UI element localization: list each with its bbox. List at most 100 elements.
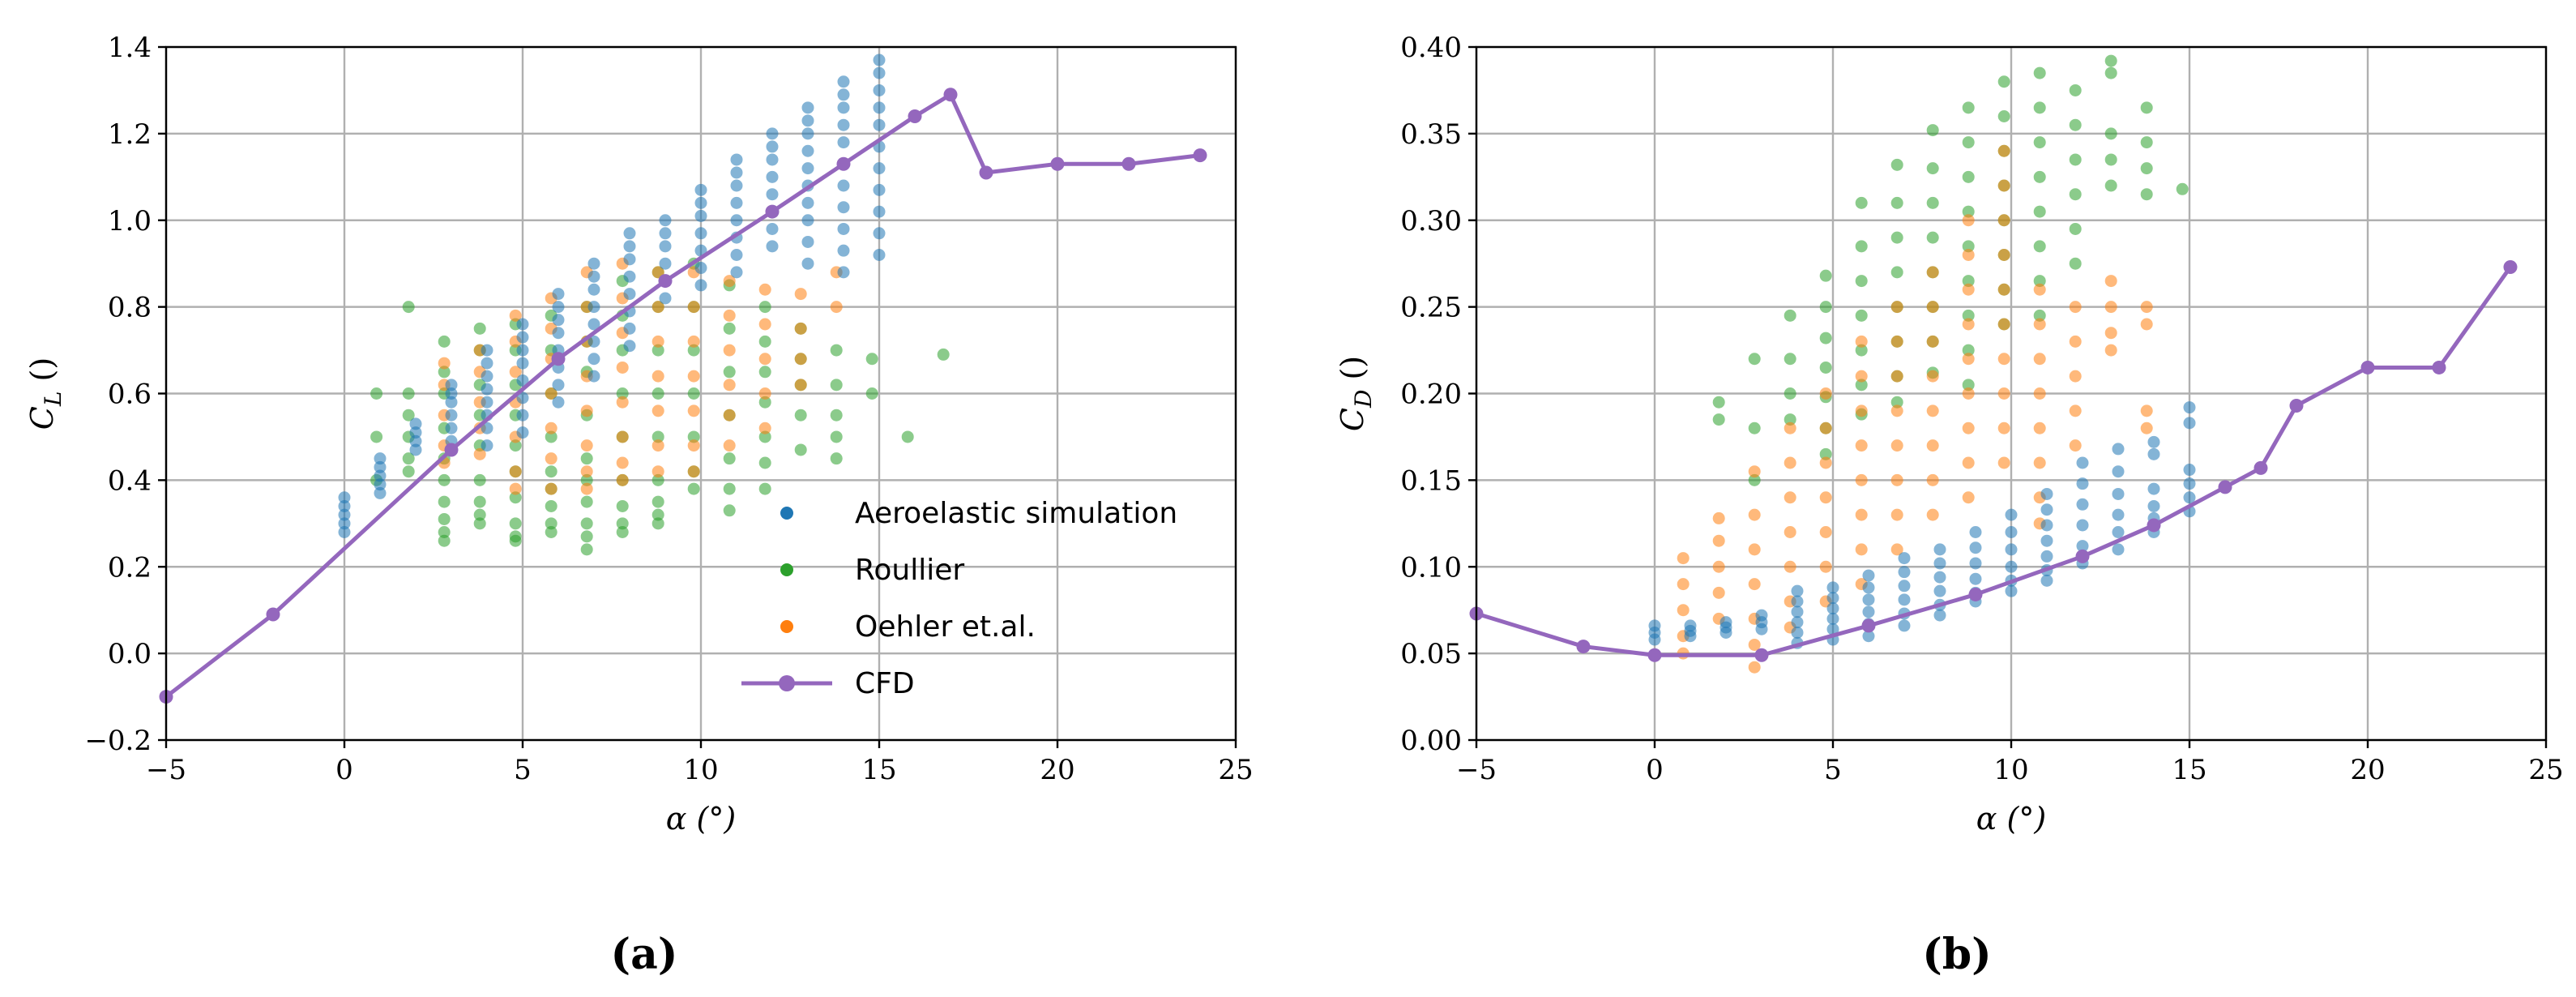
b-roullier-point-7-2 <box>1962 170 1975 183</box>
b-oehler-point-8-2 <box>1962 283 1975 296</box>
a-roullier-point-3-8 <box>473 517 486 530</box>
b-ytick-label-0: 0.00 <box>1400 725 1462 757</box>
b-oehler-point-5-0 <box>1855 335 1868 348</box>
b-oehler-point-7-2 <box>1926 335 1939 348</box>
b-roullier-point-0-0 <box>1712 396 1725 409</box>
a-oehler-point-6-5 <box>651 439 664 452</box>
b-oehler-point-5-6 <box>1855 543 1868 556</box>
a-oehler-point-9-3 <box>758 387 771 400</box>
a-aeroelastic-point-13-2 <box>801 127 814 140</box>
b-aeroelastic-point-9-2 <box>1969 557 1982 570</box>
a-aeroelastic-point-2-0 <box>409 417 422 430</box>
b-oehler-point-12-3 <box>2104 344 2117 357</box>
b-aeroelastic-point-13-3 <box>2112 508 2125 521</box>
b-aeroelastic-point-5-1 <box>1826 592 1839 605</box>
a-aeroelastic-point-13-0 <box>801 101 814 114</box>
a-xtick-label-0: −5 <box>146 754 186 786</box>
a-aeroelastic-point-3-4 <box>445 421 458 434</box>
a-oehler-point-9-1 <box>758 318 771 331</box>
a-oehler-point-0-0 <box>438 357 451 370</box>
a-oehler-point-9-0 <box>758 283 771 296</box>
a-oehler-point-8-0 <box>723 275 736 288</box>
b-roullier-point-2-0 <box>1784 309 1796 322</box>
a-aeroelastic-point-0-0 <box>338 491 351 504</box>
a-aeroelastic-point-2-3 <box>409 443 422 456</box>
a-aeroelastic-point-7-0 <box>587 257 600 270</box>
a-aeroelastic-point-11-0 <box>730 153 743 166</box>
b-roullier-point-10-0 <box>2069 83 2082 96</box>
a-roullier-point-4-7 <box>509 517 522 530</box>
b-roullier-point-6-2 <box>1926 196 1939 209</box>
b-roullier-point-7-0 <box>1962 101 1975 114</box>
a-roullier-point-6-8 <box>580 530 593 543</box>
a-oehler-point-8-2 <box>723 344 736 357</box>
a-aeroelastic-point-15-10 <box>873 249 886 261</box>
a-roullier-point-4-4 <box>509 439 522 452</box>
a-aeroelastic-point-1-4 <box>374 486 387 499</box>
b-aeroelastic-point-4-4 <box>1791 626 1804 639</box>
a-roullier-point-11-1 <box>758 335 771 348</box>
b-aeroelastic-point-4-1 <box>1791 595 1804 608</box>
b-oehler-point-11-0 <box>2069 301 2082 314</box>
b-aeroelastic-point-6-5 <box>1862 630 1875 643</box>
a-aeroelastic-point-8-7 <box>623 340 636 353</box>
b-aeroelastic-point-7-0 <box>1898 552 1911 565</box>
a-oehler-point-7-5 <box>687 439 700 452</box>
b-roullier-point-7-5 <box>1962 275 1975 288</box>
a-roullier-point-12-4 <box>794 443 807 456</box>
b-oehler-point-10-0 <box>2033 283 2046 296</box>
b-oehler-point-8-6 <box>1962 421 1975 434</box>
b-x-axis-label: α (°) <box>1976 801 2046 837</box>
a-roullier-point-11-2 <box>758 366 771 379</box>
a-oehler-point-9-4 <box>758 421 771 434</box>
b-oehler-point-8-1 <box>1962 249 1975 261</box>
b-cfd-point-10 <box>2289 398 2304 413</box>
a-oehler-point-6-1 <box>651 301 664 314</box>
a-aeroelastic-point-7-5 <box>587 335 600 348</box>
b-roullier-point-11-3 <box>2104 153 2117 166</box>
b-aeroelastic-point-4-2 <box>1791 605 1804 618</box>
a-ytick-label-5: 0.8 <box>108 292 152 324</box>
a-roullier-point-11-4 <box>758 430 771 443</box>
b-oehler-point-2-6 <box>1748 661 1761 674</box>
a-aeroelastic-point-1-0 <box>374 452 387 465</box>
b-aeroelastic-point-13-0 <box>2112 443 2125 456</box>
b-series-cfd <box>1469 259 2518 662</box>
a-cfd-point-12 <box>1193 148 1207 163</box>
b-ticks: −5 0 5 10 15 20 25 0.00 0.05 0.10 0.15 0.20 0.25 0.30… <box>1400 32 2563 786</box>
a-oehler-point-4-7 <box>580 482 593 495</box>
b-aeroelastic-point-5-0 <box>1826 581 1839 594</box>
b-oehler-point-9-7 <box>1997 387 2010 400</box>
a-oehler-point-1-4 <box>473 447 486 460</box>
b-roullier-point-7-1 <box>1962 136 1975 149</box>
a-aeroelastic-point-6-0 <box>552 288 565 301</box>
a-aeroelastic-point-4-7 <box>481 439 493 452</box>
a-oehler-point-2-5 <box>509 465 522 478</box>
a-aeroelastic-point-6-6 <box>552 379 565 392</box>
a-aeroelastic-point-13-7 <box>801 214 814 227</box>
b-xtick-label-3: 10 <box>1993 754 2028 786</box>
a-roullier-point-4-6 <box>509 491 522 504</box>
b-oehler-point-7-0 <box>1926 266 1939 279</box>
a-oehler-point-7-3 <box>687 370 700 383</box>
panel-b-drag-coefficient-chart: −5 0 5 10 15 20 25 0.00 0.05 0.10 0.15 0.20 0.25 0.30… <box>1335 32 2564 979</box>
b-xtick-label-1: 0 <box>1646 754 1664 786</box>
a-roullier-point-10-1 <box>723 322 736 335</box>
a-oehler-point-10-2 <box>794 353 807 366</box>
a-roullier-point-2-9 <box>438 534 451 547</box>
a-aeroelastic-point-5-0 <box>516 318 529 331</box>
a-aeroelastic-point-13-8 <box>801 235 814 248</box>
a-aeroelastic-point-6-7 <box>552 396 565 409</box>
a-aeroelastic-point-9-3 <box>659 257 672 270</box>
a-aeroelastic-point-15-8 <box>873 205 886 218</box>
b-roullier-point-4-0 <box>1855 196 1868 209</box>
a-aeroelastic-point-5-3 <box>516 357 529 370</box>
a-aeroelastic-point-4-4 <box>481 396 493 409</box>
a-cfd-point-9 <box>979 165 993 180</box>
a-oehler-point-4-6 <box>580 465 593 478</box>
b-roullier-point-3-3 <box>1819 361 1832 374</box>
b-aeroelastic-point-12-3 <box>2076 519 2089 532</box>
a-oehler-point-8-1 <box>723 309 736 322</box>
b-aeroelastic-point-13-2 <box>2112 487 2125 500</box>
b-oehler-point-6-3 <box>1890 404 1903 417</box>
